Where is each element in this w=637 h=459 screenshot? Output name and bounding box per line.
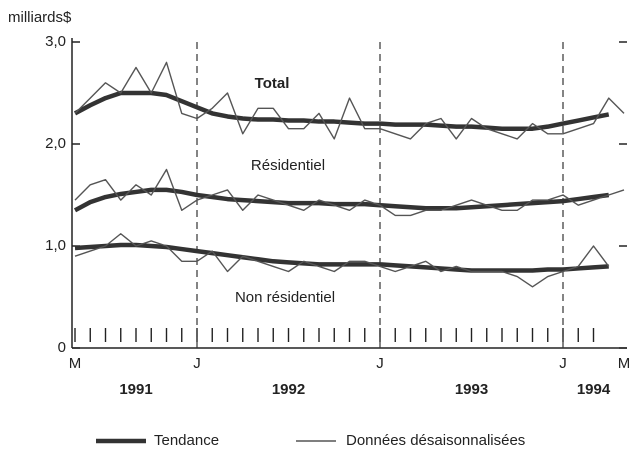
adjusted-line [74,233,610,288]
adjusted-line [74,61,625,140]
trend-line [73,90,610,131]
trend-line [73,187,610,213]
year-label: 1991 [119,381,152,398]
series-label: Non résidentiel [235,289,335,306]
year-label: 1994 [577,381,611,398]
legend-label: Tendance [154,432,219,449]
x-tick-label: J [559,355,567,372]
x-tick-label: M [618,355,631,372]
y-tick-label: 1,0 [45,237,66,254]
x-tick-label: J [376,355,384,372]
year-label: 1992 [272,381,305,398]
y-tick-label: 2,0 [45,135,66,152]
legend-label: Données désaisonnalisées [346,432,525,449]
adjusted-line [74,168,625,217]
y-axis-label: milliards$ [8,9,72,26]
year-label: 1993 [455,381,488,398]
series-label: Résidentiel [251,157,325,174]
x-tick-label: J [193,355,201,372]
x-tick-label: M [69,355,82,372]
series-label: Total [255,75,290,92]
trend-line [74,242,609,273]
y-tick-label: 0 [58,339,66,356]
y-tick-label: 3,0 [45,33,66,50]
